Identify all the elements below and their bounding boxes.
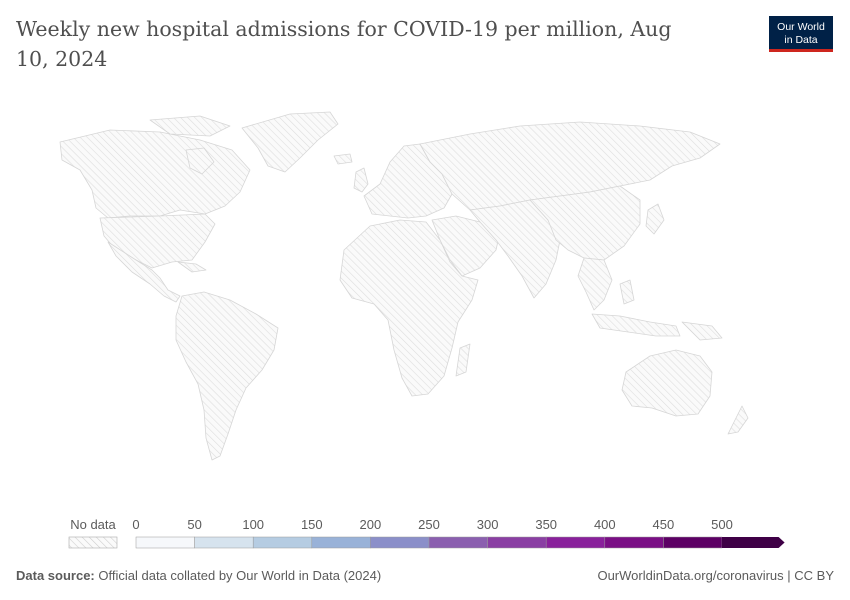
legend-bin[interactable] xyxy=(135,536,195,549)
legend-tick-label: 0 xyxy=(132,517,139,532)
legend-bin[interactable] xyxy=(428,536,488,549)
source-text: Official data collated by Our World in D… xyxy=(98,568,382,583)
legend-tick-label: 450 xyxy=(653,517,675,532)
legend-tick-label: 250 xyxy=(418,517,440,532)
legend-bin[interactable] xyxy=(194,536,254,549)
no-data-label: No data xyxy=(70,517,116,532)
region-new-zealand[interactable] xyxy=(727,405,749,435)
legend-bin[interactable] xyxy=(487,536,547,549)
legend-tick-label: 400 xyxy=(594,517,616,532)
world-map[interactable] xyxy=(0,100,850,480)
no-data-swatch[interactable] xyxy=(68,536,118,549)
region-indonesia[interactable] xyxy=(591,313,681,337)
region-greenland[interactable] xyxy=(241,111,339,173)
legend-bin[interactable] xyxy=(663,536,723,549)
legend-tick-label: 300 xyxy=(477,517,499,532)
legend-bin[interactable] xyxy=(370,536,430,549)
region-uk[interactable] xyxy=(353,167,369,193)
legend-tick-label: 50 xyxy=(187,517,201,532)
legend-bin[interactable] xyxy=(311,536,371,549)
source-label: Data source: xyxy=(16,568,95,583)
region-australia[interactable] xyxy=(621,349,713,417)
footer-link[interactable]: OurWorldinData.org/coronavirus xyxy=(597,568,784,583)
region-caribbean[interactable] xyxy=(177,261,207,273)
region-arctic-islands[interactable] xyxy=(149,115,231,137)
legend-tick-label: 500 xyxy=(711,517,733,532)
region-southeast-asia[interactable] xyxy=(577,257,613,311)
legend-bin[interactable] xyxy=(545,536,606,549)
region-russia[interactable] xyxy=(419,121,721,211)
region-hudson-area[interactable] xyxy=(185,147,215,175)
region-japan[interactable] xyxy=(645,203,665,235)
legend-tick-label: 150 xyxy=(301,517,323,532)
color-legend[interactable]: No data 0 50 100 150 200 250 300 350 400 450 500 xyxy=(0,512,850,562)
region-north-america-north[interactable] xyxy=(59,129,251,219)
region-mexico[interactable] xyxy=(107,241,181,303)
region-papua[interactable] xyxy=(681,321,723,341)
region-usa[interactable] xyxy=(99,213,216,269)
logo-line-2: in Data xyxy=(784,34,818,46)
legend-tick-label: 100 xyxy=(242,517,264,532)
footer-links: OurWorldinData.org/coronavirus | CC BY xyxy=(597,568,834,583)
region-east-asia[interactable] xyxy=(529,185,641,261)
region-middle-east[interactable] xyxy=(431,215,501,277)
license-link[interactable]: CC BY xyxy=(794,568,834,583)
region-south-america[interactable] xyxy=(175,291,279,461)
legend-bin[interactable] xyxy=(252,536,313,549)
region-madagascar[interactable] xyxy=(455,343,471,377)
source-note: Data source: Official data collated by O… xyxy=(16,568,381,583)
owid-logo[interactable]: Our World in Data xyxy=(769,16,833,52)
legend-tick-label: 200 xyxy=(360,517,382,532)
chart-title: Weekly new hospital admissions for COVID… xyxy=(16,17,672,71)
region-africa[interactable] xyxy=(339,219,479,397)
legend-bin[interactable] xyxy=(604,536,664,549)
legend-bin-open[interactable] xyxy=(722,537,785,548)
region-philippines[interactable] xyxy=(619,279,635,305)
region-iceland[interactable] xyxy=(333,153,353,165)
legend-tick-label: 350 xyxy=(535,517,557,532)
logo-line-1: Our World xyxy=(777,21,825,33)
footer-separator: | xyxy=(787,568,795,583)
